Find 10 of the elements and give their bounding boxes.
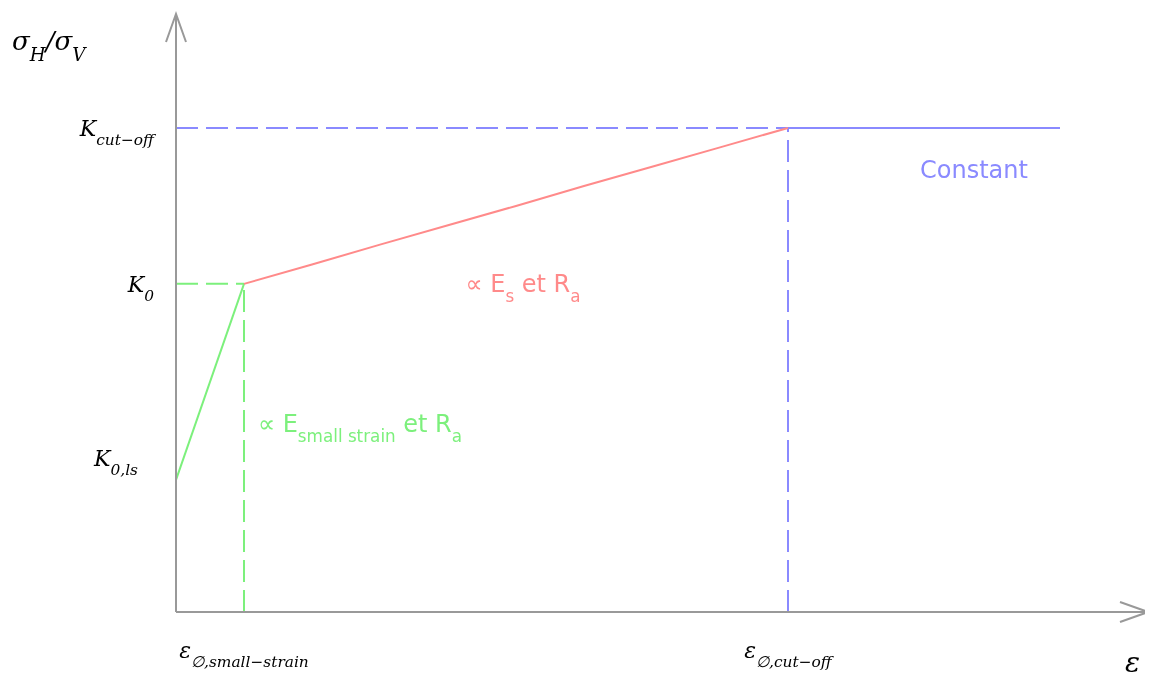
text: K$_{0,ls}$ (93, 445, 139, 479)
x-tick-label: ε$_{∅,small−strain}$ (179, 638, 309, 671)
ref-line-label: K$_{0}$ (126, 271, 155, 305)
series-label: Constant (920, 156, 1028, 184)
series-label: ∝ E$_{s}$ et R$_{a}$ (465, 269, 581, 306)
ref-line-label: K$_{cut−off}$ (78, 116, 158, 149)
y-axis-title: σ$_{H}$/σ$_{V}$ (12, 26, 88, 65)
x-tick-label: ε$_{∅,cut−off}$ (744, 638, 835, 671)
text: ∝ E$_{small strain}$ et R$_{a}$ (257, 409, 463, 446)
x-axis-title: ε (1124, 646, 1140, 679)
